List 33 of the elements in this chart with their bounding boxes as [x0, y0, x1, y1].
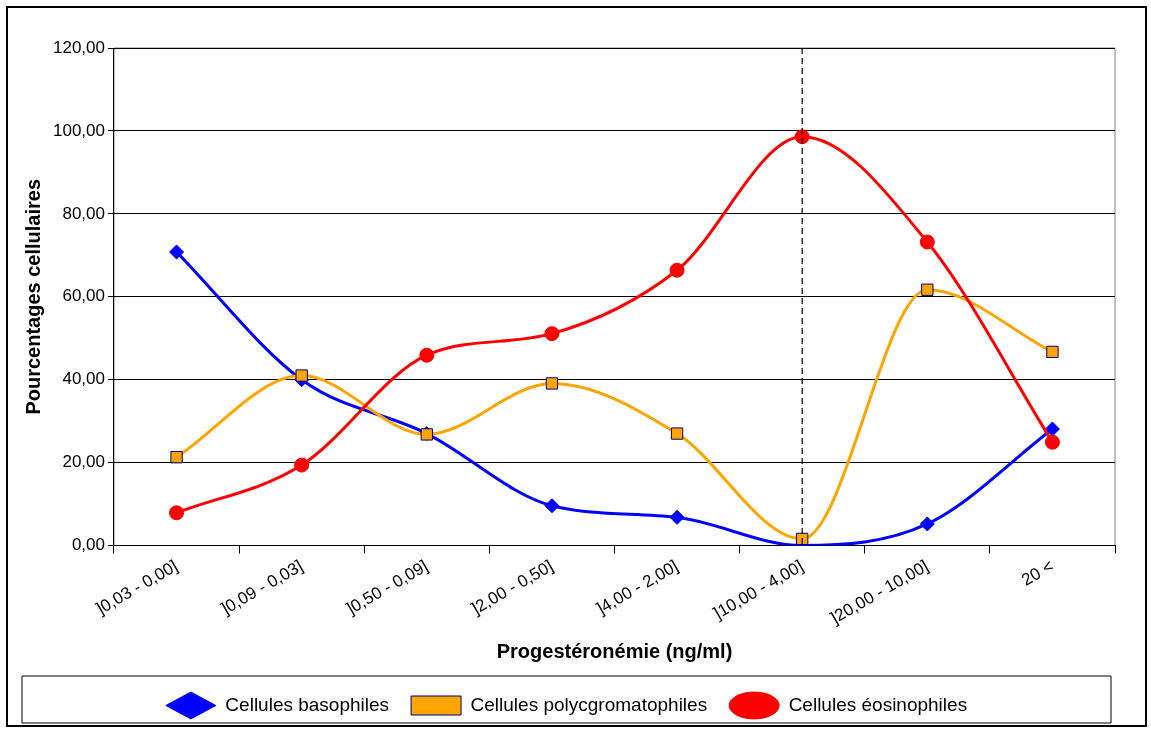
point — [295, 369, 308, 382]
legend-label: Cellules polycgromatophiles — [470, 693, 708, 715]
point — [419, 347, 435, 363]
y-tick-label: 120,00 — [53, 37, 105, 57]
y-tick-label: 40,00 — [62, 369, 105, 389]
point — [169, 505, 185, 521]
y-tick-label: 60,00 — [62, 286, 105, 306]
point — [170, 451, 183, 464]
legend-label: Cellules basophiles — [225, 693, 390, 715]
point — [669, 262, 685, 278]
point — [794, 129, 810, 145]
x-axis-title: Progestéronémie (ng/ml) — [496, 639, 733, 662]
point — [169, 244, 185, 260]
legend-label: Cellules éosinophiles — [788, 693, 968, 715]
point — [544, 326, 560, 342]
y-tick-label: 20,00 — [62, 452, 105, 472]
point — [544, 498, 560, 514]
y-tick-label: 100,00 — [53, 120, 105, 140]
x-tick-label: 20 < — [1018, 556, 1057, 590]
y-axis-title: Pourcentages cellulaires — [21, 178, 44, 415]
y-tick-label: 0,00 — [71, 535, 105, 555]
point — [921, 283, 934, 296]
y-tick-label: 80,00 — [62, 203, 105, 223]
point — [545, 377, 559, 390]
point — [1046, 345, 1059, 359]
point — [294, 457, 310, 473]
point — [1044, 434, 1060, 450]
point — [919, 516, 935, 532]
point — [670, 427, 684, 440]
point — [1044, 421, 1060, 437]
point — [796, 532, 809, 546]
point — [919, 234, 935, 250]
point — [669, 509, 685, 525]
